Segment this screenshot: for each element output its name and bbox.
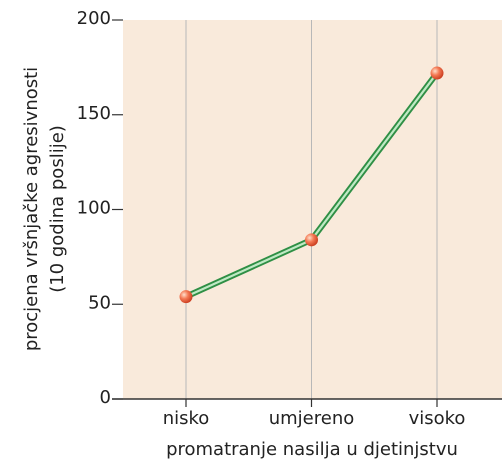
x-tick-label: umjereno — [269, 408, 355, 429]
plot-background — [123, 20, 502, 399]
x-tick-label: visoko — [409, 408, 466, 429]
plot-area: 0 50 100 150 200 nisko umjereno visoko — [77, 8, 502, 429]
y-axis-label: procjena vršnjačke agresivnosti — [21, 67, 42, 351]
y-tick-label: 0 — [100, 387, 111, 408]
y-tick-label: 50 — [88, 292, 111, 313]
point — [305, 233, 318, 247]
y-tick-label: 200 — [77, 8, 111, 29]
y-axis-label: (10 godina poslije) — [47, 125, 68, 293]
x-axis-label: promatranje nasilja u djetinjstvu — [166, 439, 458, 460]
y-tick-label: 100 — [77, 198, 111, 219]
point — [179, 290, 193, 304]
point — [430, 66, 444, 80]
x-tick-label: nisko — [163, 408, 210, 429]
y-tick-label: 150 — [77, 103, 111, 124]
